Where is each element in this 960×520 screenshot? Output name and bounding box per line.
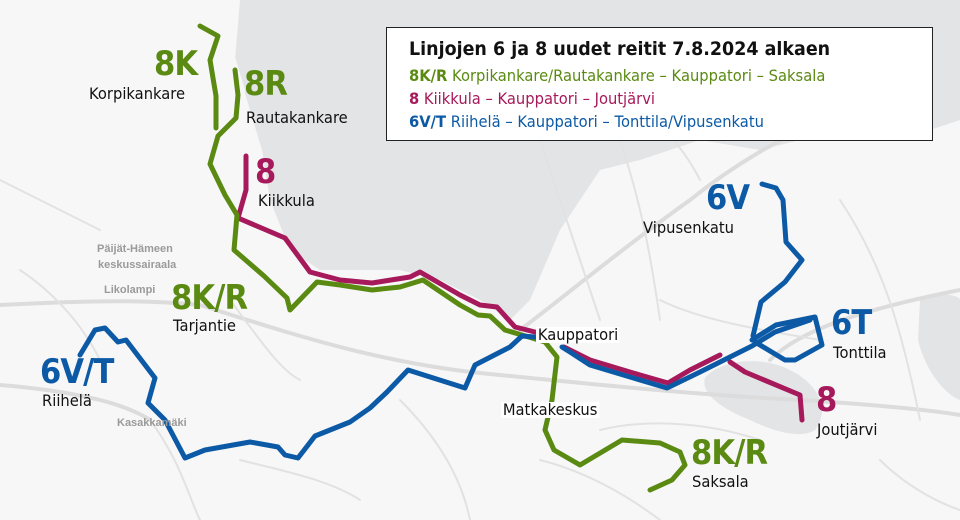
legend-row-6vt: 6V/T Riihelä – Kauppatori – Tonttila/Vip… [409,112,890,131]
place-kasakkamaki: Kasakkamäki [117,417,187,429]
stop-code-saksala: 8K/R [691,433,768,473]
route-8-line-joutjarvi [727,359,805,423]
route-6v-line [750,181,805,339]
stop-code-rautakankare: 8R [244,64,288,104]
stop-name-matkakeskus: Matkakeskus [501,400,600,419]
legend-row-8: 8 Kiikkula – Kauppatori – Joutjärvi [409,89,890,108]
stop-name-korpikankare: Korpikankare [89,84,186,103]
legend-code: 8K/R [409,66,448,85]
route-6t-line [749,314,825,363]
stop-code-kiikkula: 8 [255,152,276,192]
stop-code-vipusenkatu: 6V [706,178,750,218]
legend-title: Linjojen 6 ja 8 uudet reitit 7.8.2024 al… [409,38,831,60]
stop-code-tarjantie: 8K/R [171,278,248,318]
stop-name-rautakankare: Rautakankare [246,108,348,127]
place-likolampi: Likolampi [104,284,156,296]
route-8-line-east [561,344,723,386]
stop-name-kiikkula: Kiikkula [258,191,315,210]
stop-name-saksala: Saksala [692,472,749,491]
stop-name-joutjarvi: Joutjärvi [817,420,878,439]
stop-name-tonttila: Tonttila [833,343,887,362]
legend-route: Kiikkula – Kauppatori – Joutjärvi [423,89,656,108]
stop-code-joutjarvi: 8 [816,380,837,420]
stop-code-tonttila: 6T [831,303,872,343]
legend-box: Linjojen 6 ja 8 uudet reitit 7.8.2024 al… [386,27,933,141]
legend-route: Korpikankare/Rautakankare – Kauppatori –… [452,66,826,85]
stop-name-kauppatori: Kauppatori [536,325,621,344]
place-hospital-line1: Päijät-Hämeen [97,243,173,255]
legend-code: 8 [409,89,420,108]
stop-name-riihela: Riihelä [42,391,92,410]
place-hospital-line2: keskussairaala [98,259,177,271]
legend-row-8kr: 8K/R Korpikankare/Rautakankare – Kauppat… [409,66,890,85]
legend-code: 6V/T [409,112,447,131]
route-6vt-line-east [559,317,813,391]
stop-code-riihela: 6V/T [40,352,114,392]
route-8-line [235,153,538,335]
legend-route: Riihelä – Kauppatori – Tonttila/Vipusenk… [450,112,764,131]
route-8r-line [207,67,688,493]
route-6vt-line [77,325,538,461]
stop-name-tarjantie: Tarjantie [173,316,236,335]
route-8k-line [197,23,221,131]
stop-code-korpikankare: 8K [154,44,198,84]
stop-name-vipusenkatu: Vipusenkatu [643,218,734,237]
